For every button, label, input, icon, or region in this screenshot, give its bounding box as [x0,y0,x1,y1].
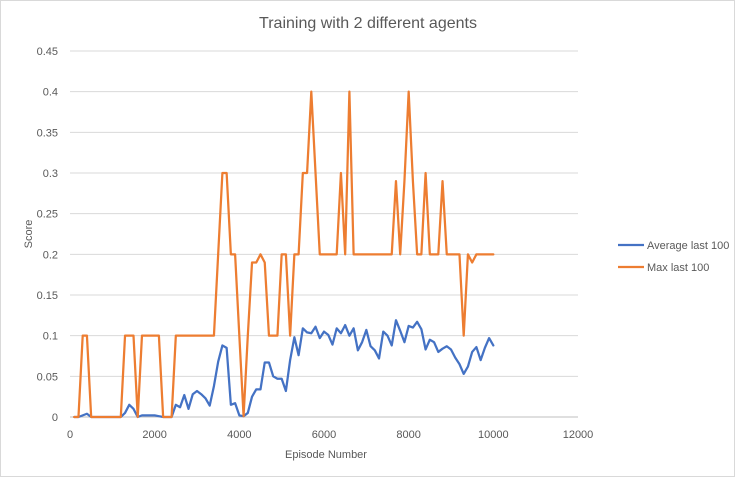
y-tick-label: 0.15 [37,290,58,302]
y-tick-label: 0.45 [37,46,58,58]
axes: 0 0.05 0.1 0.15 0.2 0.25 0.3 0.35 0.4 0.45 0 2000 40… [37,46,594,441]
x-tick-label: 10000 [478,429,509,441]
legend-entry: Average last 100 [647,240,729,252]
y-tick-label: 0 [52,412,58,424]
x-tick-label: 12000 [563,429,594,441]
x-tick-label: 0 [67,429,73,441]
y-tick-label: 0.2 [43,249,58,261]
x-tick-label: 6000 [312,429,336,441]
series-line-1 [73,319,495,419]
y-tick-label: 0.25 [37,209,58,221]
x-tick-label: 8000 [396,429,420,441]
series-lines [73,90,495,419]
y-tick-label: 0.3 [43,168,58,180]
y-tick-label: 0.05 [37,371,58,383]
y-tick-label: 0.35 [37,127,58,139]
y-axis-title: Score [23,220,35,249]
x-tick-label: 4000 [227,429,251,441]
gridlines [70,50,578,418]
y-tick-label: 0.4 [43,87,58,99]
legend: Average last 100 Max last 100 [618,240,729,274]
x-tick-label: 2000 [142,429,166,441]
series-line-2 [73,90,495,419]
x-axis-title: Episode Number [285,449,367,461]
legend-entry: Max last 100 [647,262,709,274]
chart-title: Training with 2 different agents [259,15,477,32]
y-tick-label: 0.1 [43,331,58,343]
